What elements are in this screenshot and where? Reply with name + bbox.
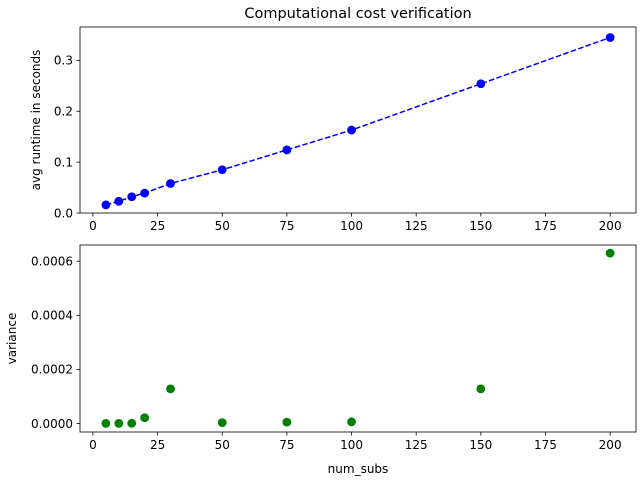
x-tick-label: 175 — [534, 219, 557, 233]
y-tick-label: 0.0006 — [31, 255, 73, 269]
x-tick-label: 200 — [599, 438, 622, 452]
data-point — [101, 419, 111, 428]
data-point — [127, 192, 137, 202]
data-point — [217, 418, 227, 428]
x-tick-label: 100 — [340, 219, 363, 233]
data-point — [347, 125, 356, 135]
data-point — [166, 179, 175, 188]
data-point — [166, 384, 175, 394]
data-point — [114, 418, 124, 428]
data-point — [282, 417, 292, 427]
data-point — [282, 145, 292, 155]
y-tick-label: 0.3 — [54, 54, 73, 68]
data-point — [217, 165, 227, 175]
y-tick-label: 0.1 — [54, 155, 73, 169]
data-point — [101, 200, 111, 210]
axes-frame — [79, 26, 637, 214]
y-axis-label: variance — [5, 313, 19, 365]
x-tick-label: 50 — [215, 438, 230, 452]
x-tick-label: 200 — [599, 219, 622, 233]
x-tick-label: 150 — [469, 438, 492, 452]
data-point — [605, 33, 615, 42]
y-tick-label: 0.0000 — [31, 417, 73, 431]
y-tick-label: 0.0004 — [31, 309, 73, 323]
data-point — [114, 196, 124, 206]
data-point — [140, 188, 150, 198]
variance-chart: 0 25 50 75 100 125 150 175 200 0.0000 0.0002 0.0004… — [5, 244, 637, 476]
axes-frame — [79, 244, 637, 433]
runtime-chart: 0 25 50 75 100 125 150 175 200 0.0 0.1 0.2 0.3 Comput… — [29, 6, 637, 233]
y-tick-label: 0.2 — [54, 105, 73, 119]
data-point — [347, 417, 356, 427]
chart-title: Computational cost verification — [244, 6, 471, 22]
x-tick-label: 50 — [215, 219, 230, 233]
data-point — [605, 248, 615, 258]
series-line — [105, 36, 611, 206]
x-tick-label: 75 — [279, 438, 294, 452]
x-tick-label: 175 — [534, 438, 557, 452]
y-tick-label: 0.0 — [54, 206, 73, 220]
data-point — [127, 418, 137, 428]
y-axis-label: avg runtime in seconds — [29, 50, 43, 191]
x-tick-label: 125 — [405, 438, 428, 452]
x-tick-label: 150 — [469, 219, 492, 233]
x-tick-label: 25 — [150, 438, 165, 452]
data-point — [476, 384, 486, 394]
x-axis-label: num_subs — [328, 462, 389, 476]
x-tick-label: 0 — [89, 219, 97, 233]
data-point — [140, 413, 150, 423]
x-tick-label: 25 — [150, 219, 165, 233]
y-tick-label: 0.0002 — [31, 363, 73, 377]
data-point — [476, 79, 486, 89]
x-tick-label: 100 — [340, 438, 363, 452]
x-tick-label: 125 — [405, 219, 428, 233]
x-tick-label: 0 — [89, 438, 97, 452]
x-tick-label: 75 — [279, 219, 294, 233]
